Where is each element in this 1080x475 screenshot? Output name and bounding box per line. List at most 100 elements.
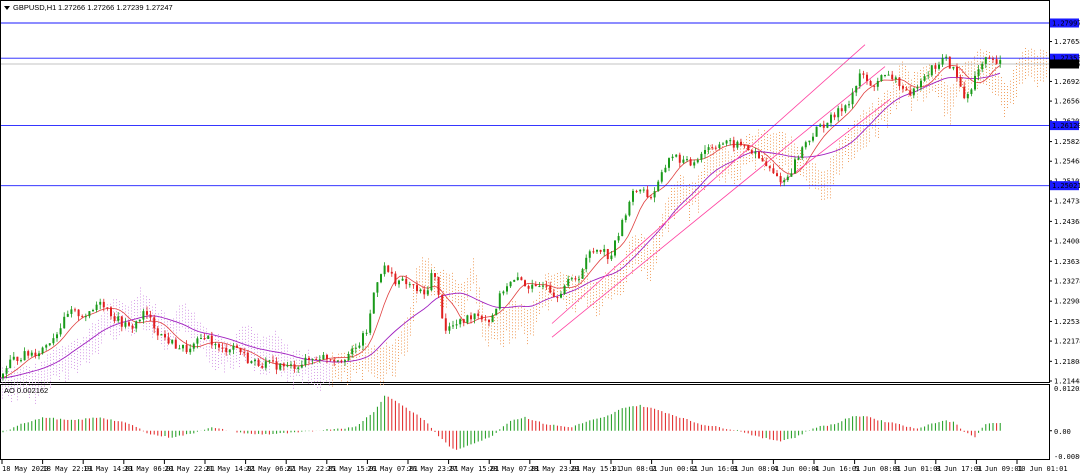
cloud-dot bbox=[953, 84, 954, 86]
cloud-dot bbox=[626, 251, 627, 253]
collapse-triangle-icon[interactable] bbox=[4, 6, 10, 10]
cloud-dot bbox=[869, 140, 870, 142]
cloud-dot bbox=[914, 87, 915, 89]
cloud-dot bbox=[911, 85, 912, 87]
cloud-dot bbox=[383, 356, 384, 358]
cloud-dot bbox=[854, 141, 855, 143]
cloud-dot bbox=[260, 340, 261, 342]
cloud-dot bbox=[539, 303, 540, 305]
cloud-dot bbox=[896, 96, 897, 98]
cloud-dot bbox=[530, 318, 531, 320]
candle-body bbox=[264, 361, 267, 368]
candle-body bbox=[293, 364, 296, 369]
cloud-dot bbox=[236, 337, 237, 339]
cloud-dot bbox=[983, 61, 984, 63]
cloud-dot bbox=[443, 296, 444, 298]
cloud-dot bbox=[311, 360, 312, 362]
cloud-dot bbox=[497, 323, 498, 325]
cloud-dot bbox=[338, 356, 339, 358]
cloud-dot bbox=[341, 368, 342, 370]
cloud-dot bbox=[179, 323, 180, 325]
cloud-dot bbox=[230, 354, 231, 356]
cloud-dot bbox=[731, 159, 732, 161]
cloud-dot bbox=[767, 149, 768, 151]
candle-body bbox=[876, 81, 879, 87]
cloud-dot bbox=[14, 372, 15, 374]
cloud-dot bbox=[254, 336, 255, 338]
cloud-dot bbox=[227, 351, 228, 353]
cloud-dot bbox=[920, 69, 921, 71]
cloud-dot bbox=[662, 223, 663, 225]
cloud-dot bbox=[908, 74, 909, 76]
cloud-dot bbox=[17, 399, 18, 401]
cloud-dot bbox=[1037, 67, 1038, 69]
cloud-dot bbox=[437, 291, 438, 293]
cloud-dot bbox=[314, 362, 315, 364]
channel-middle-line[interactable] bbox=[551, 66, 886, 338]
cloud-dot bbox=[233, 367, 234, 369]
cloud-dot bbox=[617, 290, 618, 292]
cloud-dot bbox=[836, 148, 837, 150]
cloud-dot bbox=[965, 68, 966, 70]
cloud-dot bbox=[275, 363, 276, 365]
cloud-dot bbox=[266, 337, 267, 339]
cloud-dot bbox=[374, 348, 375, 350]
cloud-dot bbox=[752, 145, 753, 147]
cloud-dot bbox=[245, 359, 246, 361]
cloud-dot bbox=[818, 179, 819, 181]
channel-upper-line[interactable] bbox=[551, 44, 866, 324]
cloud-dot bbox=[902, 70, 903, 72]
cloud-dot bbox=[398, 336, 399, 338]
candle-body bbox=[956, 66, 958, 78]
cloud-dot bbox=[641, 255, 642, 257]
cloud-dot bbox=[494, 314, 495, 316]
cloud-dot bbox=[677, 184, 678, 186]
cloud-dot bbox=[755, 165, 756, 167]
cloud-dot bbox=[545, 274, 546, 276]
cloud-dot bbox=[620, 291, 621, 293]
cloud-dot bbox=[11, 370, 12, 372]
cloud-dot bbox=[425, 284, 426, 286]
cloud-dot bbox=[5, 373, 6, 375]
cloud-dot bbox=[872, 118, 873, 120]
cloud-dot bbox=[47, 363, 48, 365]
cloud-dot bbox=[815, 178, 816, 180]
cloud-dot bbox=[875, 111, 876, 113]
cloud-dot bbox=[863, 122, 864, 124]
cloud-dot bbox=[512, 319, 513, 321]
channel-lower-line[interactable] bbox=[779, 99, 891, 185]
cloud-dot bbox=[404, 354, 405, 356]
cloud-dot bbox=[629, 250, 630, 252]
cloud-dot bbox=[626, 269, 627, 271]
cloud-dot bbox=[512, 337, 513, 339]
cloud-dot bbox=[413, 302, 414, 304]
cloud-dot bbox=[116, 311, 117, 313]
cloud-dot bbox=[89, 334, 90, 336]
candle-body bbox=[311, 358, 314, 360]
cloud-dot bbox=[413, 314, 414, 316]
cloud-dot bbox=[848, 158, 849, 160]
cloud-dot bbox=[548, 282, 549, 284]
cloud-dot bbox=[695, 185, 696, 187]
cloud-dot bbox=[563, 292, 564, 294]
cloud-dot bbox=[1004, 103, 1005, 105]
cloud-dot bbox=[281, 354, 282, 356]
cloud-dot bbox=[380, 366, 381, 368]
candle-body bbox=[657, 181, 660, 192]
cloud-dot bbox=[809, 187, 810, 189]
cloud-dot bbox=[392, 356, 393, 358]
cloud-dot bbox=[866, 130, 867, 132]
cloud-dot bbox=[389, 367, 390, 369]
cloud-dot bbox=[485, 330, 486, 332]
cloud-dot bbox=[1022, 61, 1023, 63]
cloud-dot bbox=[644, 237, 645, 239]
cloud-dot bbox=[698, 199, 699, 201]
cloud-dot bbox=[848, 143, 849, 145]
cloud-dot bbox=[191, 312, 192, 314]
cloud-dot bbox=[1037, 58, 1038, 60]
cloud-dot bbox=[788, 171, 789, 173]
cloud-dot bbox=[521, 310, 522, 312]
cloud-dot bbox=[434, 279, 435, 281]
cloud-dot bbox=[686, 194, 687, 196]
